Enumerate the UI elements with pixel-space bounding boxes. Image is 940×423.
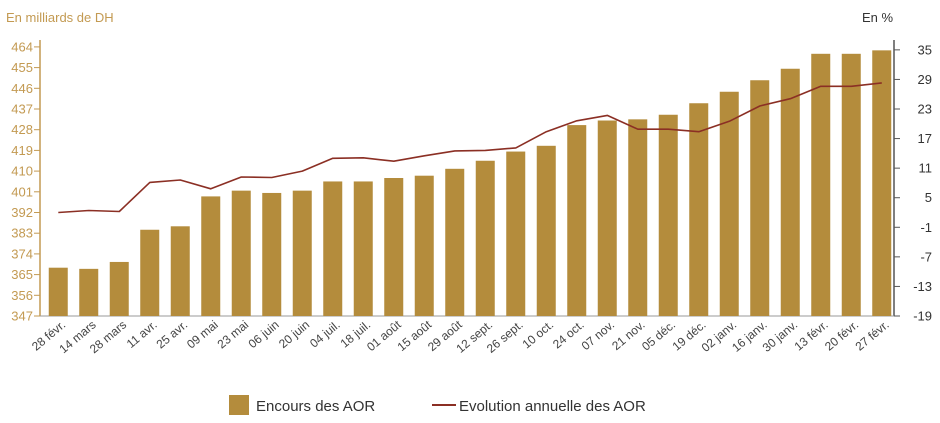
bar (658, 114, 678, 316)
left-tick-label: 455 (11, 60, 33, 75)
bar (262, 192, 282, 316)
x-tick-label: 09 mai (184, 318, 221, 352)
x-tick-label: 20 juin (276, 318, 312, 351)
bar (170, 226, 190, 316)
bar (841, 53, 861, 317)
right-tick-label: -7 (920, 249, 932, 264)
bar (689, 103, 709, 316)
bar (719, 91, 739, 316)
bar (536, 145, 556, 316)
bar-series (48, 50, 892, 317)
bar (872, 50, 892, 316)
right-tick-label: 5 (925, 190, 932, 205)
x-tick-label: 04 juil. (307, 318, 343, 351)
bar (140, 229, 160, 316)
bar (353, 181, 373, 316)
left-tick-label: 401 (11, 184, 33, 199)
bar (414, 175, 434, 316)
right-tick-label: 29 (918, 72, 932, 87)
right-tick-label: -1 (920, 220, 932, 235)
legend: Encours des AOR Evolution annuelle des A… (229, 395, 646, 415)
x-tick-label: 20 févr. (822, 318, 861, 354)
left-tick-label: 374 (11, 246, 33, 261)
bar (780, 68, 800, 316)
evolution-line (58, 82, 882, 214)
bar (750, 80, 770, 316)
right-axis-ticks: -19 -13 -7 -1 5 11 17 23 29 35 (894, 42, 933, 324)
bar (109, 261, 129, 316)
left-tick-label: 365 (11, 267, 33, 282)
bar (231, 190, 251, 316)
bar (201, 196, 221, 316)
left-axis-unit-label: En milliards de DH (6, 10, 114, 25)
bar (811, 53, 831, 317)
bar (79, 268, 99, 316)
x-tick-label: 06 juin (246, 318, 282, 351)
line-series (58, 82, 882, 214)
bar (292, 190, 312, 316)
bar (475, 160, 495, 316)
legend-bar-swatch (229, 395, 249, 415)
right-tick-label: 17 (918, 131, 932, 146)
left-tick-label: 464 (11, 39, 33, 54)
left-tick-label: 428 (11, 122, 33, 137)
legend-bar-label: Encours des AOR (256, 398, 375, 415)
bar (506, 151, 526, 316)
right-tick-label: -19 (913, 309, 932, 324)
bar (567, 125, 587, 316)
bar (323, 181, 343, 316)
x-tick-label: 11 avr. (124, 318, 160, 351)
x-tick-label: 13 févr. (792, 318, 831, 354)
right-tick-label: 35 (918, 42, 932, 57)
bar (628, 119, 648, 316)
left-tick-label: 383 (11, 226, 33, 241)
x-tick-label: 30 janv. (760, 318, 801, 355)
bar (384, 178, 404, 316)
left-axis-ticks: 347 356 365 374 383 392 401 410 419 428 437 446 455 4… (11, 39, 40, 324)
x-tick-label: 25 avr. (154, 318, 191, 352)
x-tick-label: 07 nov. (579, 318, 617, 353)
x-tick-label: 05 déc. (639, 318, 678, 354)
left-tick-label: 347 (11, 309, 33, 324)
left-tick-label: 419 (11, 143, 33, 158)
left-tick-label: 410 (11, 164, 33, 179)
left-tick-label: 437 (11, 102, 33, 117)
x-tick-label: 23 mai (215, 318, 252, 352)
right-tick-label: 23 (918, 102, 932, 117)
x-tick-label: 10 oct. (520, 318, 557, 352)
right-axis-unit-label: En % (862, 10, 894, 25)
bar (445, 168, 465, 316)
bar (48, 267, 68, 316)
x-tick-label: 27 févr. (853, 318, 892, 354)
legend-line-label: Evolution annuelle des AOR (459, 398, 646, 415)
bar (597, 120, 617, 316)
right-tick-label: 11 (919, 161, 933, 176)
left-tick-label: 392 (11, 205, 33, 220)
right-tick-label: -13 (913, 279, 932, 294)
left-tick-label: 446 (11, 81, 33, 96)
left-tick-label: 356 (11, 288, 33, 303)
